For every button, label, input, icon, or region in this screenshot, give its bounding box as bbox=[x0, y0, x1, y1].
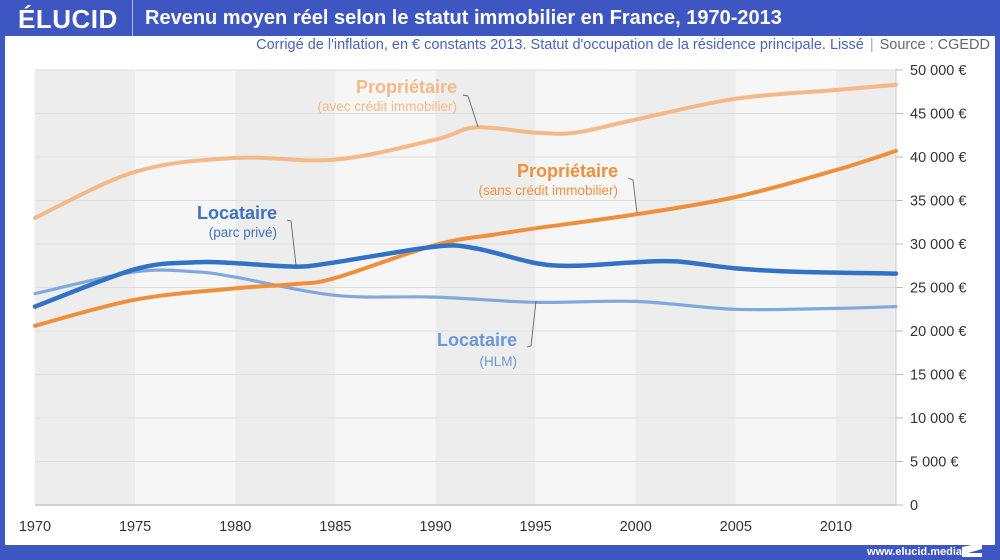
annotation-leader-line bbox=[627, 177, 638, 214]
x-tick-label: 1995 bbox=[519, 519, 551, 535]
series-line-proprietaire-avec-credit bbox=[33, 82, 898, 220]
y-tick-label: 50 000 € bbox=[910, 63, 966, 79]
annotation-label: Propriétaire bbox=[517, 161, 618, 181]
x-tick-label: 1970 bbox=[19, 519, 51, 535]
x-tick-label: 1990 bbox=[419, 519, 451, 535]
y-tick-label: 20 000 € bbox=[910, 324, 966, 340]
header-divider bbox=[132, 0, 133, 36]
footer-url[interactable]: www.elucid.media bbox=[867, 546, 962, 558]
series-annotations: Propriétaire(avec crédit immobilier)Prop… bbox=[197, 77, 638, 369]
annotation-locataire-hlm: Locataire (HLM) bbox=[437, 300, 537, 369]
y-tick-label: 5 000 € bbox=[910, 455, 958, 471]
series-line-locataire-hlm bbox=[33, 268, 898, 312]
y-tick-label: 15 000 € bbox=[910, 368, 966, 384]
y-tick-label: 25 000 € bbox=[910, 281, 966, 297]
annotation-sublabel: (sans crédit immobilier) bbox=[478, 183, 618, 198]
annotation-sublabel: (HLM) bbox=[480, 354, 518, 369]
y-tick-label: 40 000 € bbox=[910, 150, 966, 166]
series-line-proprietaire-sans-credit bbox=[33, 148, 898, 328]
x-tick-label: 2010 bbox=[820, 519, 852, 535]
annotation-leader-line bbox=[526, 300, 537, 348]
annotation-proprietaire-avec-credit: Propriétaire (avec crédit immobilier) bbox=[317, 77, 479, 128]
annotation-label: Propriétaire bbox=[356, 77, 457, 97]
source-credit: Source : CGEDD bbox=[879, 37, 990, 53]
axes: 0 5 000 € 10 000 € 15 000 € 20 000 € 25 000 €… bbox=[19, 63, 967, 535]
annotation-locataire-prive: Locataire (parc privé) bbox=[197, 203, 297, 266]
series-lines bbox=[32, 82, 899, 328]
annotation-label: Locataire bbox=[437, 330, 517, 350]
x-tick-label: 1980 bbox=[219, 519, 251, 535]
y-tick-label: 35 000 € bbox=[910, 194, 966, 210]
elucid-flag-icon bbox=[962, 543, 982, 557]
subtitle-separator: | bbox=[869, 37, 874, 53]
y-tick-label: 30 000 € bbox=[910, 237, 966, 253]
annotation-sublabel: (parc privé) bbox=[209, 225, 277, 240]
annotation-sublabel: (avec crédit immobilier) bbox=[317, 99, 457, 114]
gridlines bbox=[35, 69, 896, 462]
y-tick-label: 45 000 € bbox=[910, 107, 966, 123]
elucid-logo: ÉLUCID bbox=[18, 4, 118, 34]
x-tick-label: 1985 bbox=[319, 519, 351, 535]
annotation-label: Locataire bbox=[197, 203, 277, 223]
y-tick-label: 10 000 € bbox=[910, 411, 966, 427]
x-tick-label: 2000 bbox=[620, 519, 652, 535]
x-tick-label: 2005 bbox=[720, 519, 752, 535]
header-bar: ÉLUCID Revenu moyen réel selon le statut… bbox=[0, 0, 1000, 36]
annotation-proprietaire-sans-credit: Propriétaire (sans crédit immobilier) bbox=[478, 161, 638, 214]
x-tick-label: 1975 bbox=[119, 519, 151, 535]
y-tick-label: 0 bbox=[910, 498, 918, 514]
subtitle-text: Corrigé de l'inflation, en € constants 2… bbox=[256, 37, 864, 53]
annotation-leader-line bbox=[286, 219, 297, 266]
series-line-locataire-prive bbox=[32, 243, 899, 309]
chart-title: Revenu moyen réel selon le statut immobi… bbox=[145, 7, 782, 29]
annotation-leader-line bbox=[462, 94, 479, 128]
chart-subtitle: Corrigé de l'inflation, en € constants 2… bbox=[256, 37, 990, 53]
